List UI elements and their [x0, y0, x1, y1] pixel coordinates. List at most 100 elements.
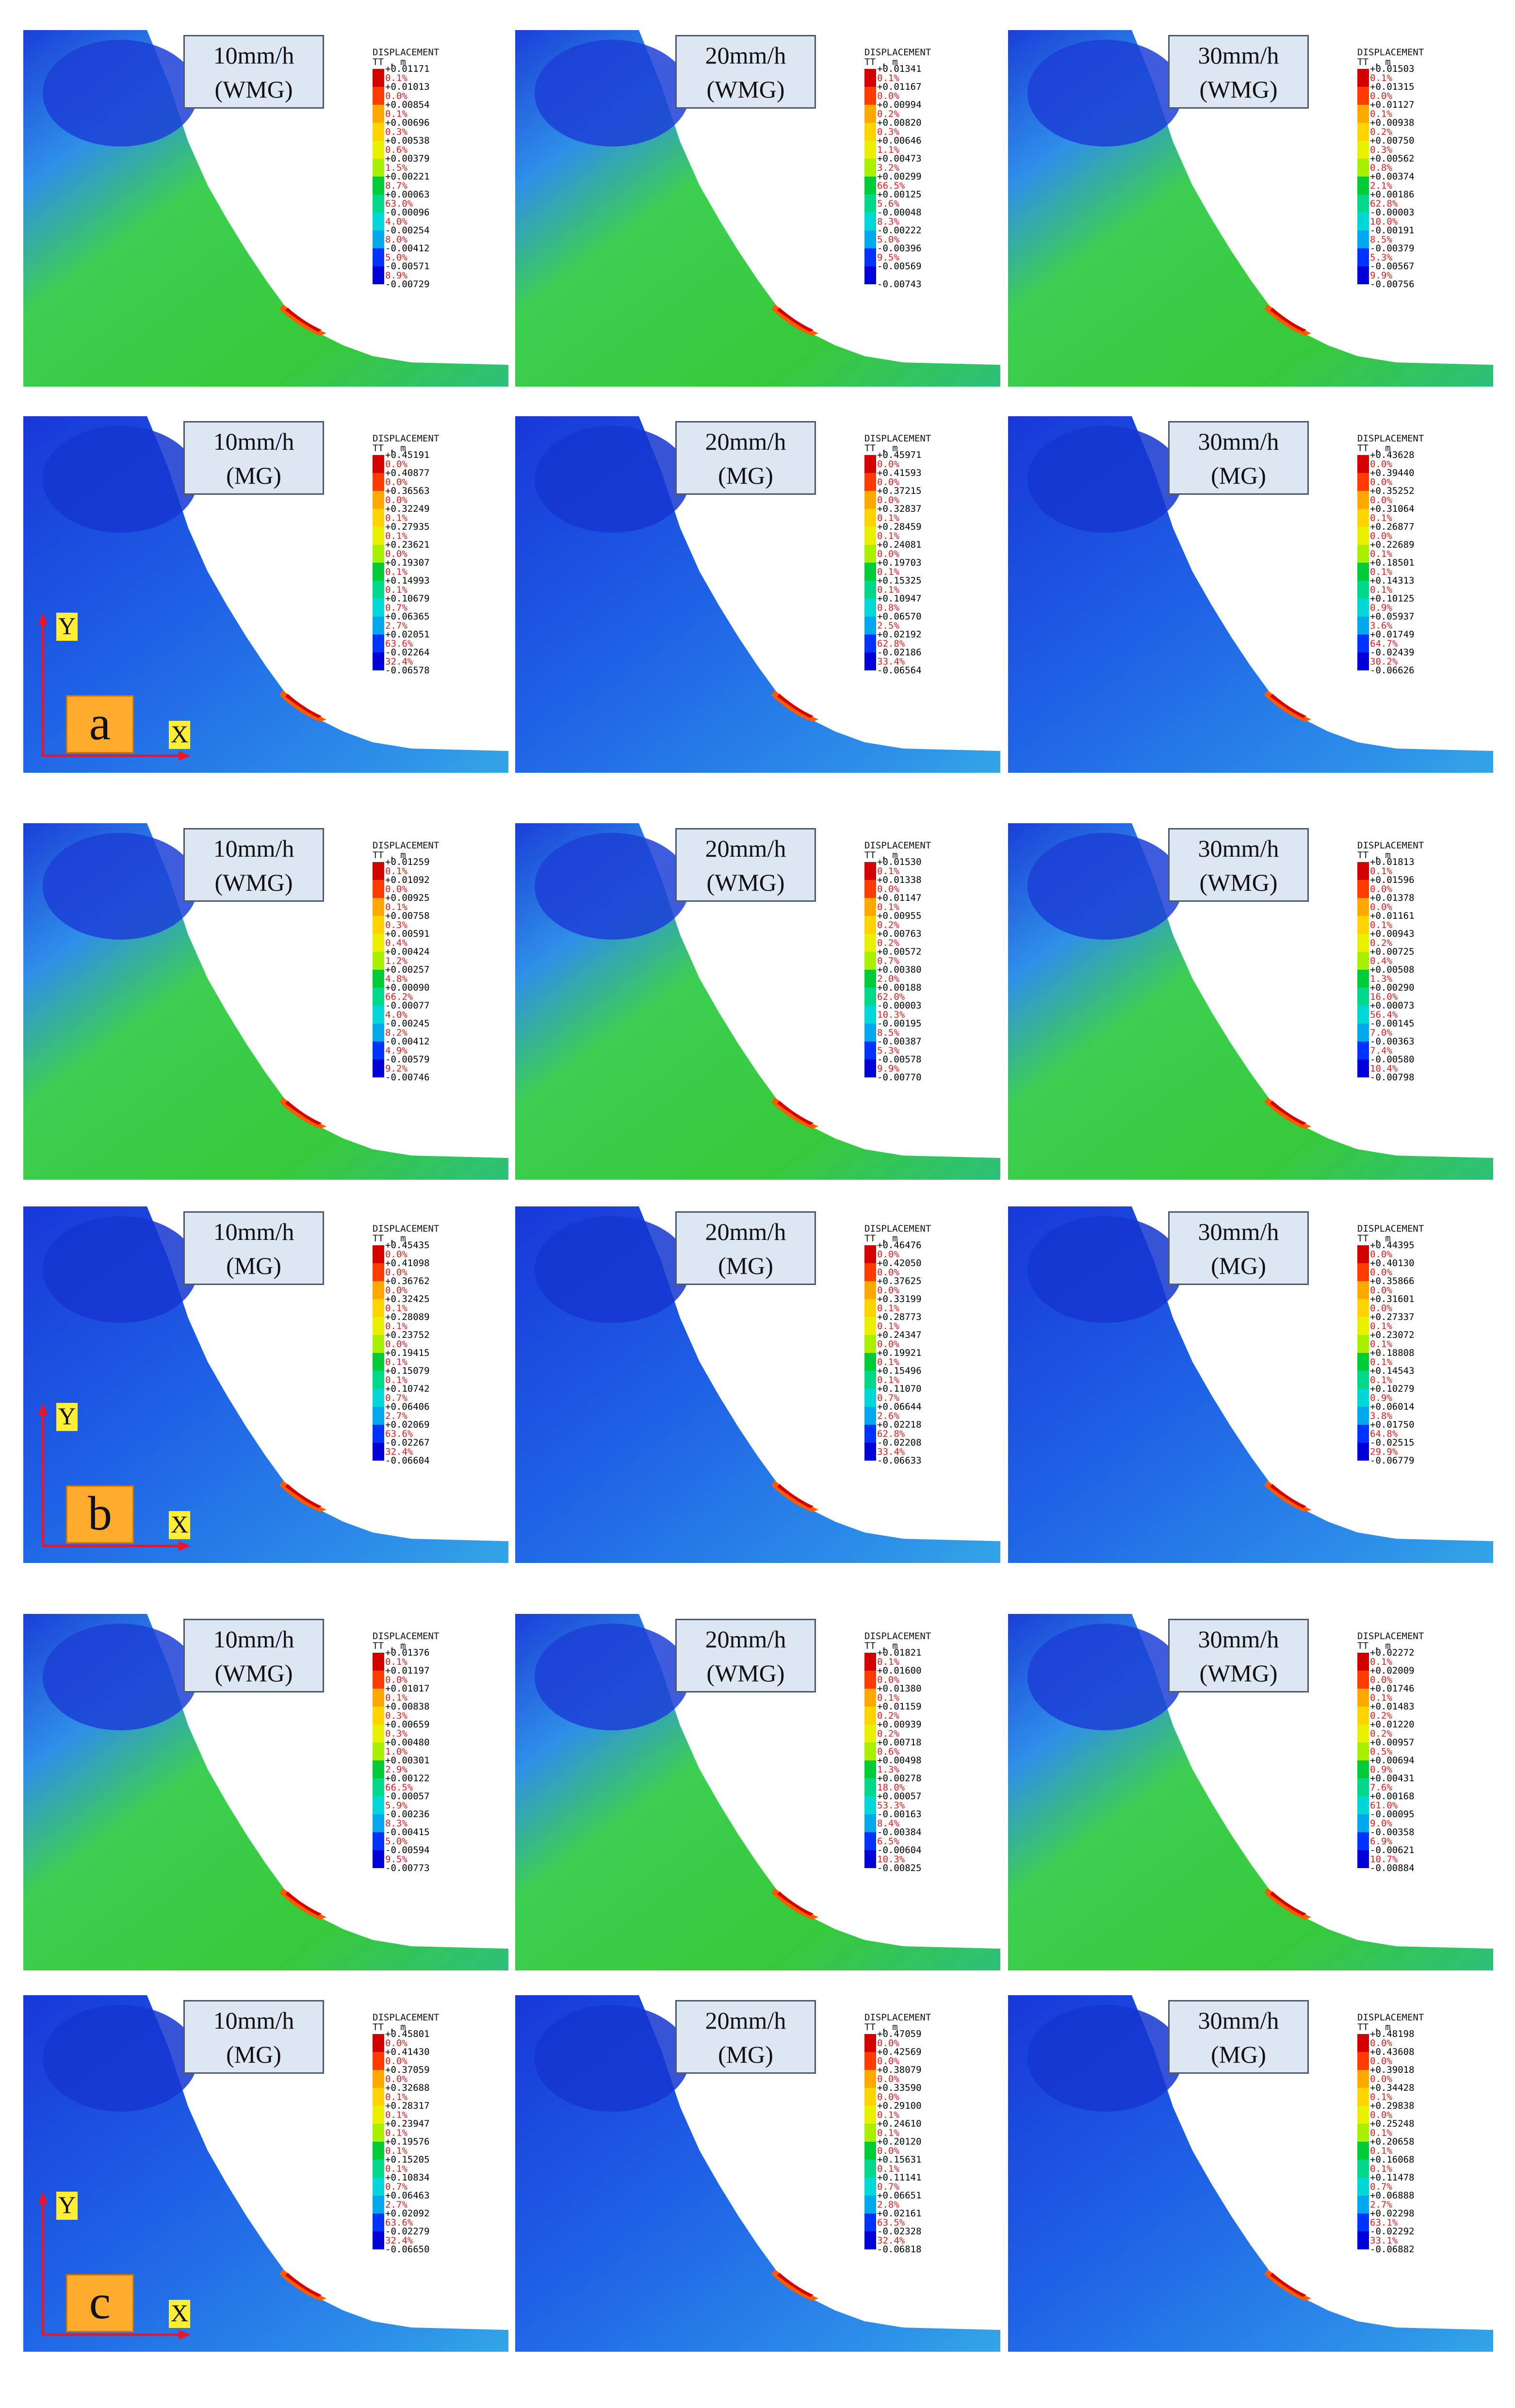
legend-value: +0.01596: [1370, 875, 1415, 885]
legend-swatch: [1357, 1389, 1369, 1407]
legend-value: -0.00384: [877, 1827, 922, 1838]
legend-swatch: [864, 1041, 876, 1059]
displacement-contour: [1008, 416, 1493, 773]
legend-value: -0.00195: [877, 1018, 922, 1029]
legend-swatch: [864, 1653, 876, 1671]
legend-percent: 7.6%: [1370, 1782, 1392, 1793]
legend-title-text: DISPLACEMENT: [864, 47, 931, 58]
sky-area: [23, 30, 508, 365]
legend-value: +0.15631: [877, 2154, 922, 2165]
legend-title-text: DISPLACEMENT: [864, 840, 931, 851]
legend-value: +0.00694: [1370, 1755, 1415, 1766]
legend-value: +0.01341: [877, 64, 922, 74]
legend-swatch: [373, 2231, 384, 2249]
failure-core: [1270, 1891, 1306, 1916]
displacement-contour: [23, 416, 508, 773]
legend-percent: 0.1%: [385, 2092, 407, 2102]
legend-percent: 0.1%: [385, 866, 407, 877]
legend-swatch: [864, 1059, 876, 1077]
legend-value: +0.33199: [877, 1294, 922, 1304]
legend-percent: 2.9%: [385, 1764, 407, 1775]
legend-value: +0.00299: [877, 171, 922, 182]
legend-swatch: [373, 1059, 384, 1077]
legend-percent: 8.9%: [385, 270, 407, 281]
legend-swatch: [864, 1760, 876, 1778]
legend-subtitle-text: TT , m: [864, 850, 898, 861]
failure-core: [777, 308, 814, 332]
simulation-panel: 30mm/h (WMG) DISPLACEMENT TT , m +0.02272 +0.…: [1008, 1614, 1493, 1970]
legend-percent: 0.9%: [1370, 602, 1392, 613]
legend-value: +0.01017: [385, 1683, 430, 1694]
legend-swatch: [864, 934, 876, 952]
upper-zone: [43, 1216, 198, 1323]
legend-percent: 0.4%: [1370, 956, 1392, 966]
legend-swatch: [864, 952, 876, 970]
legend-percent: 53.3%: [877, 1800, 905, 1811]
legend-value: -0.00096: [385, 207, 430, 218]
legend-swatch: [864, 2213, 876, 2231]
legend-value: +0.39440: [1370, 468, 1415, 478]
legend-percent: 9.2%: [385, 1063, 407, 1074]
material-type-label: (WMG): [214, 1660, 293, 1687]
legend-swatch: [864, 1024, 876, 1041]
legend-percent: 0.8%: [877, 602, 899, 613]
legend-value: +0.11141: [877, 2172, 922, 2183]
legend-percent: 0.1%: [877, 513, 899, 523]
legend-value: +0.28089: [385, 1312, 430, 1322]
legend-value: +0.20120: [877, 2136, 922, 2147]
legend-percent: 0.0%: [1370, 1267, 1392, 1278]
legend-percent: 0.3%: [1370, 145, 1392, 155]
failure-core: [777, 1484, 814, 1508]
legend-percent: 0.1%: [385, 585, 407, 595]
legend-swatch: [373, 1689, 384, 1707]
legend-title-text: DISPLACEMENT: [864, 1631, 931, 1642]
legend-percent: 5.3%: [1370, 252, 1392, 263]
legend-percent: 8.7%: [385, 180, 407, 191]
legend-percent: 0.0%: [385, 459, 407, 470]
legend-swatch: [1357, 1796, 1369, 1814]
legend-title-text: DISPLACEMENT: [1357, 1631, 1424, 1642]
legend-value: +0.00758: [385, 911, 430, 921]
displacement-contour: [1008, 1206, 1493, 1563]
legend-percent: 0.1%: [877, 585, 899, 595]
sky-area: [1008, 416, 1493, 751]
title-box: 20mm/h (MG): [675, 1211, 816, 1285]
legend-percent: 66.5%: [385, 1782, 413, 1793]
legend-title-text: DISPLACEMENT: [1357, 47, 1424, 58]
legend-swatch: [1357, 1814, 1369, 1832]
legend-value: +0.19576: [385, 2136, 430, 2147]
legend-swatch: [373, 509, 384, 527]
simulation-panel: 30mm/h (MG) DISPLACEMENT TT , m +0.48198 +0.4…: [1008, 1995, 1493, 2352]
legend-swatch: [864, 2142, 876, 2160]
legend-swatch: [1357, 1707, 1369, 1725]
legend-value: +0.10279: [1370, 1383, 1415, 1394]
legend-percent: 0.0%: [385, 2056, 407, 2066]
legend-swatch: [373, 1317, 384, 1335]
legend-value: -0.00236: [385, 1809, 430, 1820]
legend-swatch: [864, 581, 876, 599]
simulation-panel: 10mm/h (WMG) DISPLACEMENT TT , m +0.01376 +0.…: [23, 1614, 508, 1970]
legend-title: DISPLACEMENT TT , m: [373, 434, 439, 453]
legend-swatch: [864, 916, 876, 934]
failure-core: [285, 1484, 322, 1508]
rainfall-rate-label: 30mm/h: [1198, 42, 1279, 69]
legend-value: +0.19921: [877, 1348, 922, 1358]
legend-swatch: [864, 1725, 876, 1742]
legend-swatch: [373, 1006, 384, 1024]
legend-value: +0.10125: [1370, 593, 1415, 604]
legend-percent: 1.2%: [385, 956, 407, 966]
upper-zone: [535, 833, 690, 940]
legend-value: -0.06779: [1370, 1455, 1415, 1466]
legend-swatch: [864, 617, 876, 635]
legend-title: DISPLACEMENT TT , m: [373, 2013, 439, 2032]
legend-percent: 32.4%: [385, 1447, 413, 1457]
legend-value: +0.34428: [1370, 2083, 1415, 2093]
legend-percent: 0.1%: [877, 866, 899, 877]
legend-swatch: [864, 1281, 876, 1299]
x-axis-label: X: [169, 2300, 190, 2328]
legend-value: +0.01159: [877, 1701, 922, 1712]
legend-swatch: [373, 2196, 384, 2213]
legend-swatch: [373, 970, 384, 988]
legend-percent: 10.3%: [877, 1854, 905, 1865]
legend-percent: 66.2%: [385, 992, 413, 1002]
